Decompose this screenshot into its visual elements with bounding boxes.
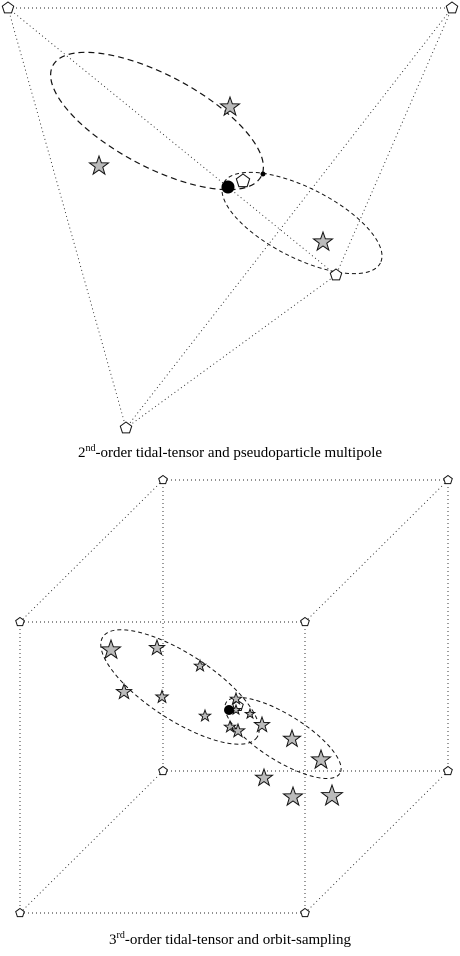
caption-text: -order tidal-tensor and orbit-sampling: [125, 932, 352, 948]
caption: 3rd-order tidal-tensor and orbit-samplin…: [109, 930, 352, 948]
center-mass: [221, 180, 235, 194]
stars: [89, 97, 332, 250]
caption-order: 2: [78, 445, 86, 461]
caption-text: -order tidal-tensor and pseudoparticle m…: [95, 445, 382, 461]
stars: [101, 640, 342, 805]
cube-vertices: [16, 476, 453, 917]
caption-sup: nd: [85, 443, 95, 454]
ellipse: [221, 171, 383, 275]
ellipse: [224, 696, 342, 780]
center-mass: [224, 705, 234, 715]
bottom-panel: 3rd-order tidal-tensor and orbit-samplin…: [16, 476, 453, 948]
caption-order: 3: [109, 932, 117, 948]
pseudoparticles: [2, 2, 457, 433]
top-panel: 2nd-order tidal-tensor and pseudoparticl…: [2, 2, 457, 461]
caption: 2nd-order tidal-tensor and pseudoparticl…: [78, 443, 382, 461]
ellipse: [49, 51, 265, 191]
dotted-edges: [7, 7, 453, 429]
ellipse: [100, 629, 260, 745]
cube-edges: [19, 479, 449, 914]
caption-sup: rd: [116, 930, 124, 941]
small-mass: [260, 171, 266, 177]
